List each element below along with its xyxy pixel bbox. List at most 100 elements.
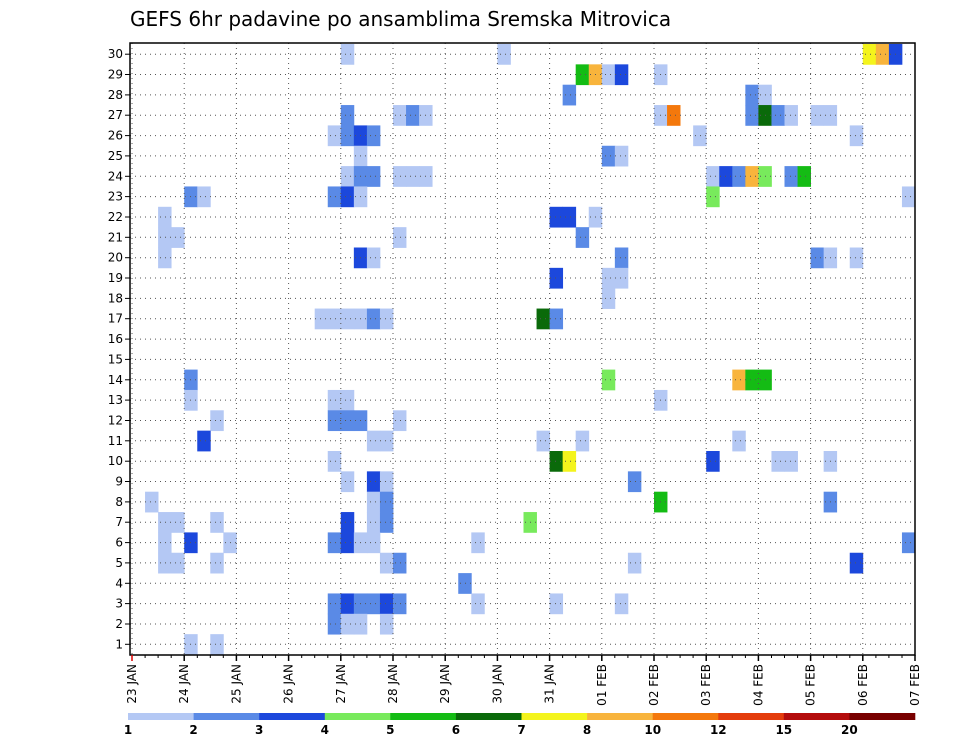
precip-cell bbox=[158, 512, 172, 533]
precip-cell bbox=[158, 532, 172, 554]
precip-cell bbox=[706, 166, 720, 187]
precip-cell bbox=[340, 410, 355, 432]
precip-cell bbox=[810, 105, 825, 126]
precip-cell bbox=[327, 410, 342, 432]
colorbar-swatch bbox=[783, 713, 850, 720]
precip-cell bbox=[210, 552, 224, 574]
x-tick-label: 28 JAN bbox=[386, 664, 400, 704]
precip-cell bbox=[901, 532, 916, 554]
precip-cell bbox=[366, 471, 381, 493]
precip-cell bbox=[549, 206, 564, 228]
precip-cell bbox=[601, 64, 616, 86]
plot-frame bbox=[129, 42, 916, 656]
colorbar-swatch bbox=[324, 713, 391, 720]
colorbar-label: 6 bbox=[452, 723, 460, 737]
y-tick-label: 6 bbox=[115, 536, 123, 550]
precip-cell bbox=[745, 84, 759, 106]
precip-cell bbox=[393, 552, 407, 574]
colorbar-swatch bbox=[390, 713, 457, 720]
precip-cell bbox=[393, 410, 407, 432]
precip-cell bbox=[340, 593, 355, 615]
precip-cell bbox=[366, 166, 381, 187]
precip-cell bbox=[614, 247, 629, 269]
precip-cell bbox=[340, 532, 355, 554]
y-tick-label: 1 bbox=[115, 637, 123, 651]
precip-cell bbox=[627, 552, 642, 574]
colorbar-label: 1 bbox=[124, 723, 132, 737]
precip-cell bbox=[314, 308, 329, 330]
precip-cell bbox=[327, 593, 342, 615]
precip-cell bbox=[340, 166, 355, 187]
precip-cell bbox=[145, 491, 159, 513]
precip-cell bbox=[614, 64, 629, 86]
precip-cell bbox=[158, 227, 172, 248]
x-tick-label: 07 FEB bbox=[908, 664, 922, 706]
precip-cell bbox=[379, 593, 394, 615]
colorbar-swatch bbox=[128, 713, 194, 720]
precip-cell bbox=[379, 430, 394, 452]
y-tick-label: 26 bbox=[108, 129, 123, 143]
precip-cell bbox=[471, 593, 485, 615]
colorbar-label: 5 bbox=[386, 723, 394, 737]
colorbar-swatch bbox=[652, 713, 719, 720]
y-tick-label: 7 bbox=[115, 515, 123, 529]
precip-cell bbox=[379, 552, 394, 574]
colorbar-swatch bbox=[521, 713, 588, 720]
precip-cell bbox=[797, 166, 811, 187]
precip-cell bbox=[379, 308, 394, 330]
precip-cell bbox=[340, 308, 355, 330]
precip-cell bbox=[210, 634, 224, 655]
precip-cell bbox=[393, 105, 407, 126]
y-tick-label: 9 bbox=[115, 475, 123, 489]
colorbar: 1 2 3 4 5 6 7 8 10 12 15 20 bbox=[124, 713, 916, 737]
colorbar-swatch bbox=[193, 713, 260, 720]
precip-cell bbox=[536, 308, 550, 330]
precip-cell bbox=[327, 389, 342, 411]
precip-cell bbox=[575, 64, 590, 86]
precip-cell bbox=[745, 166, 759, 187]
colorbar-label: 20 bbox=[841, 723, 858, 737]
precip-cell bbox=[393, 593, 407, 615]
precip-cell bbox=[393, 166, 407, 187]
y-tick-label: 3 bbox=[115, 597, 123, 611]
colorbar-swatch bbox=[455, 713, 522, 720]
y-tick-label: 24 bbox=[108, 169, 123, 183]
y-tick-label: 13 bbox=[108, 393, 123, 407]
precip-cell bbox=[614, 145, 629, 167]
x-tick-label: 06 FEB bbox=[856, 664, 870, 706]
colorbar-label: 12 bbox=[710, 723, 727, 737]
precip-cell bbox=[471, 532, 485, 554]
precip-cell bbox=[366, 512, 381, 533]
precip-cell bbox=[562, 206, 577, 228]
precip-cell bbox=[366, 430, 381, 452]
colorbar-label: 10 bbox=[644, 723, 661, 737]
precip-cell bbox=[745, 369, 759, 391]
x-tick-label: 30 JAN bbox=[490, 664, 504, 704]
y-axis: 1234567891011121314151617181920212223242… bbox=[108, 47, 130, 651]
precip-cell bbox=[562, 84, 577, 106]
precip-cell bbox=[366, 247, 381, 269]
precip-cell bbox=[771, 451, 785, 472]
precip-cell bbox=[549, 308, 564, 330]
precip-cell bbox=[340, 105, 355, 126]
colorbar-swatch bbox=[849, 713, 916, 720]
precip-cell bbox=[197, 430, 211, 452]
y-tick-label: 29 bbox=[108, 68, 123, 82]
x-tick-label: 01 FEB bbox=[595, 664, 609, 706]
precip-cell bbox=[379, 512, 394, 533]
precip-cell bbox=[849, 247, 864, 269]
x-tick-label: 26 JAN bbox=[282, 664, 296, 704]
precip-cell bbox=[406, 166, 420, 187]
precip-cell bbox=[366, 532, 381, 554]
precip-cell bbox=[327, 532, 342, 554]
precip-cell bbox=[210, 512, 224, 533]
precip-cell bbox=[601, 145, 616, 167]
precip-cell bbox=[197, 186, 211, 208]
x-tick-label: 27 JAN bbox=[334, 664, 348, 704]
x-axis: 23 JAN 24 JAN 25 JAN 26 JAN 27 JAN 28 JAN 29 J… bbox=[125, 655, 922, 706]
precip-cell bbox=[327, 613, 342, 635]
x-tick-label: 25 JAN bbox=[229, 664, 243, 704]
precip-cell bbox=[340, 512, 355, 533]
colorbar-swatch bbox=[587, 713, 653, 720]
